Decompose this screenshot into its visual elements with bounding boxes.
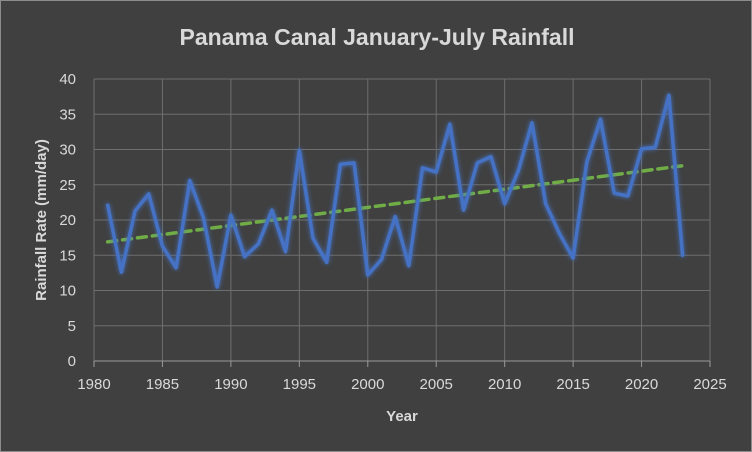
x-tick-label: 2010 — [488, 376, 521, 393]
data-point — [243, 255, 247, 259]
data-point — [325, 260, 329, 264]
data-point — [297, 148, 301, 152]
gridlines — [93, 78, 711, 362]
x-tick-label: 2015 — [556, 376, 589, 393]
data-point — [612, 191, 616, 195]
y-tick-label: 20 — [59, 212, 76, 229]
data-point — [202, 216, 206, 220]
y-tick-label: 0 — [68, 353, 76, 370]
y-tick-label: 5 — [68, 318, 76, 335]
data-point — [530, 121, 534, 125]
data-point — [516, 169, 520, 173]
data-point — [571, 256, 575, 260]
data-point — [407, 264, 411, 268]
data-point — [379, 257, 383, 261]
data-point — [626, 194, 630, 198]
x-tick-label: 2020 — [625, 376, 658, 393]
data-point — [366, 273, 370, 277]
data-point — [489, 155, 493, 159]
data-point — [393, 214, 397, 218]
data-point — [681, 253, 685, 257]
data-point — [598, 117, 602, 121]
data-point — [462, 208, 466, 212]
data-point — [106, 203, 110, 207]
data-point — [311, 236, 315, 240]
data-point — [653, 145, 657, 149]
data-point — [448, 122, 452, 126]
y-tick-label: 35 — [59, 106, 76, 123]
data-point — [215, 285, 219, 289]
x-tick-label: 1990 — [214, 376, 247, 393]
data-point — [352, 161, 356, 165]
chart-title: Panama Canal January-July Rainfall — [180, 24, 575, 50]
x-axis-title: Year — [386, 408, 418, 425]
trendline — [105, 163, 685, 244]
data-point — [503, 202, 507, 206]
x-tick-label: 1980 — [77, 376, 110, 393]
rainfall-series-line — [105, 93, 685, 289]
y-tick-label: 40 — [59, 71, 76, 88]
x-tick-label: 2005 — [420, 376, 453, 393]
data-point — [421, 166, 425, 170]
data-point — [256, 242, 260, 246]
y-tick-label: 10 — [59, 283, 76, 300]
data-point — [147, 192, 151, 196]
x-tick-label: 1985 — [146, 376, 179, 393]
data-point — [585, 160, 589, 164]
data-point — [119, 270, 123, 274]
data-point — [544, 202, 548, 206]
trendline-layer — [105, 163, 685, 244]
x-tick-label: 1995 — [283, 376, 316, 393]
data-point — [475, 161, 479, 165]
data-point — [284, 250, 288, 254]
data-point — [338, 162, 342, 166]
data-point — [174, 266, 178, 270]
data-point — [557, 231, 561, 235]
y-axis-title: Rainfall Rate (mm/day) — [33, 139, 50, 301]
data-point — [270, 208, 274, 212]
y-tick-label: 15 — [59, 247, 76, 264]
x-tick-label: 2000 — [351, 376, 384, 393]
x-tick-label: 2025 — [693, 376, 726, 393]
data-point — [434, 170, 438, 174]
data-point — [229, 213, 233, 217]
data-point — [133, 209, 137, 213]
y-tick-label: 30 — [59, 142, 76, 159]
data-point — [160, 244, 164, 248]
data-point — [188, 179, 192, 183]
y-tick-label: 25 — [59, 177, 76, 194]
series-layer — [105, 93, 685, 289]
data-point — [667, 93, 671, 97]
data-point — [640, 147, 644, 151]
